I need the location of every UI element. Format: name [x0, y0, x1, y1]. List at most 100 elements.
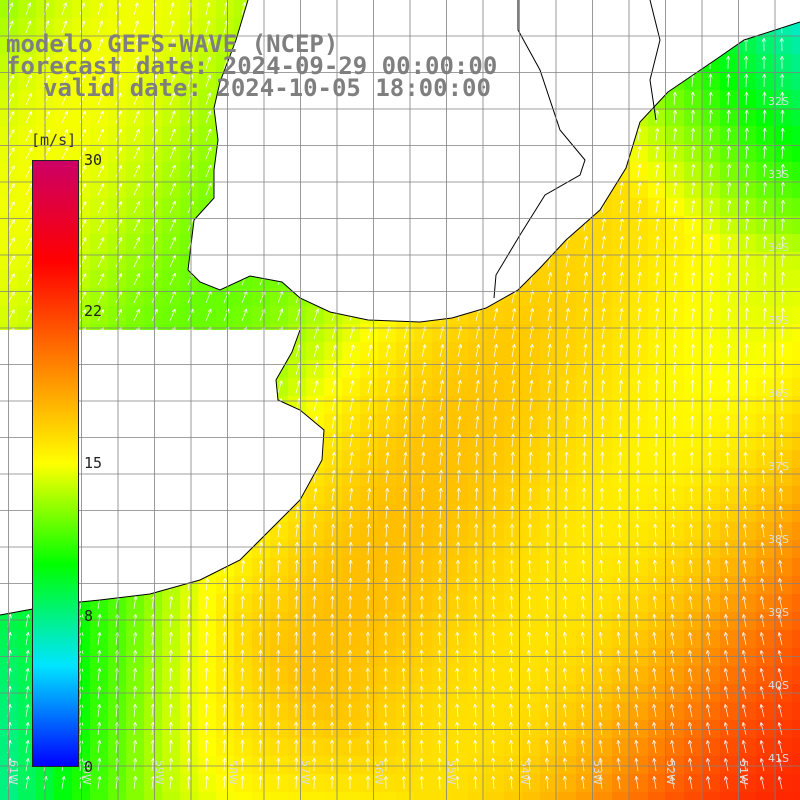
field-cell — [0, 792, 19, 800]
wind-arrow — [240, 739, 245, 754]
field-cell — [306, 540, 325, 559]
lat-label: 34S — [768, 241, 789, 254]
field-cell — [684, 558, 703, 577]
wind-arrow — [724, 776, 729, 790]
field-cell — [522, 702, 541, 721]
field-cell — [180, 72, 199, 91]
lat-label: 37S — [768, 460, 789, 473]
wind-arrow — [565, 308, 570, 322]
wind-arrow — [565, 272, 570, 286]
wind-arrow — [761, 487, 766, 502]
wind-arrow — [169, 56, 176, 70]
field-cell — [504, 630, 523, 649]
wind-arrow — [617, 523, 622, 538]
field-cell — [666, 144, 685, 163]
wind-arrow — [97, 721, 102, 736]
wind-arrow — [726, 127, 731, 142]
field-cell — [702, 288, 721, 307]
field-cell — [450, 522, 469, 541]
wind-arrow — [778, 523, 783, 538]
wind-arrow — [419, 775, 424, 790]
wind-arrow — [655, 127, 660, 142]
field-cell — [630, 702, 649, 721]
field-cell — [324, 360, 343, 379]
wind-arrow — [598, 739, 603, 754]
wind-arrow — [401, 703, 406, 718]
wind-arrow — [240, 757, 245, 772]
wind-arrow — [723, 758, 729, 772]
field-cell — [792, 774, 800, 793]
wind-arrow — [205, 20, 211, 34]
wind-arrow — [491, 541, 496, 556]
wind-arrow — [780, 145, 785, 160]
wind-arrow — [186, 685, 191, 700]
field-cell — [684, 486, 703, 505]
field-cell — [558, 540, 577, 559]
field-cell — [702, 144, 721, 163]
wind-arrow — [707, 487, 712, 502]
field-cell — [162, 234, 181, 253]
wind-arrow — [348, 559, 353, 574]
field-cell — [540, 774, 559, 793]
lon-label: 56W — [372, 760, 385, 785]
wind-arrow — [294, 775, 299, 790]
wind-arrow — [475, 344, 481, 358]
wind-arrow — [636, 379, 641, 394]
wind-arrow — [7, 183, 15, 196]
field-cell — [144, 144, 163, 163]
wind-arrow — [527, 631, 532, 646]
wind-arrow — [742, 541, 747, 556]
wind-arrow — [474, 523, 479, 538]
wind-arrow — [691, 271, 696, 286]
field-cell — [288, 666, 307, 685]
wind-arrow — [7, 237, 15, 250]
wind-arrow — [438, 541, 443, 556]
field-cell — [306, 774, 325, 793]
wind-arrow — [312, 775, 317, 790]
field-cell — [648, 144, 667, 163]
wind-arrow — [527, 559, 532, 574]
wind-arrow — [510, 451, 515, 466]
wind-arrow — [365, 631, 370, 646]
wind-arrow — [365, 685, 370, 700]
field-cell — [594, 486, 613, 505]
field-cell — [432, 558, 451, 577]
wind-arrow — [169, 308, 176, 322]
field-cell — [252, 576, 271, 595]
field-cell — [252, 630, 271, 649]
wind-arrow — [437, 595, 442, 610]
field-cell — [54, 90, 73, 109]
wind-arrow — [492, 469, 497, 484]
wind-arrow — [312, 757, 317, 772]
wind-arrow — [762, 199, 768, 214]
wind-arrow — [527, 613, 532, 628]
wind-arrow — [761, 415, 766, 430]
field-cell — [594, 576, 613, 595]
wind-arrow — [779, 55, 784, 70]
wind-arrow — [619, 236, 624, 250]
wind-arrow — [312, 667, 317, 682]
field-cell — [54, 36, 73, 55]
wind-arrow — [759, 668, 765, 682]
wind-arrow — [761, 55, 767, 70]
wind-arrow — [276, 595, 281, 610]
field-cell — [108, 234, 127, 253]
field-cell — [702, 216, 721, 235]
wind-arrow — [204, 775, 209, 790]
field-cell — [90, 702, 109, 721]
wind-arrow — [744, 91, 749, 106]
field-cell — [720, 378, 739, 397]
wind-arrow — [97, 183, 105, 196]
wind-arrow — [526, 739, 532, 754]
wind-arrow — [25, 2, 32, 16]
wind-arrow — [115, 183, 123, 196]
wind-arrow — [313, 344, 319, 358]
wind-arrow — [276, 559, 281, 574]
field-cell — [234, 702, 253, 721]
field-cell — [720, 216, 739, 235]
field-cell — [90, 612, 109, 631]
wind-arrow — [438, 559, 443, 574]
field-cell — [108, 270, 127, 289]
wind-arrow — [455, 703, 460, 718]
